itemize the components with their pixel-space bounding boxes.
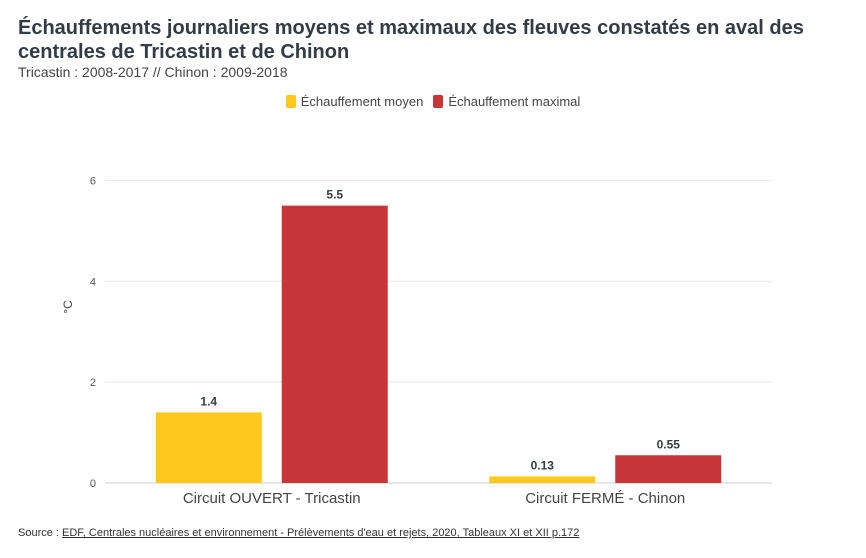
bar-max-0[interactable]	[281, 205, 388, 483]
source-link[interactable]: EDF, Centrales nucléaires et environneme…	[62, 527, 580, 539]
legend-label-mean: Échauffement moyen	[300, 94, 424, 109]
legend-item-mean[interactable]: Échauffement moyen	[285, 94, 424, 109]
data-label-mean-0: 1.4	[200, 394, 217, 408]
legend-swatch-max	[433, 95, 444, 108]
data-label-max-0: 5.5	[326, 188, 343, 202]
bar-chart: 0 2 4 6 1.4 5.5 0.13 0.55 Circuit OUVERT - Tri…	[61, 175, 772, 507]
data-label-mean-1: 0.13	[531, 458, 555, 472]
y-tick-label-0: 0	[90, 478, 96, 490]
bar-max-1[interactable]	[615, 455, 722, 483]
y-axis-label: °C	[61, 300, 75, 314]
y-tick-label-1: 2	[90, 377, 96, 389]
bars: 1.4 5.5 0.13 0.55	[155, 188, 722, 483]
bar-mean-0[interactable]	[155, 412, 262, 483]
x-tick-label-0: Circuit OUVERT - Tricastin	[183, 490, 361, 507]
bar-mean-1[interactable]	[489, 476, 596, 483]
y-axis: 0 2 4 6	[90, 175, 96, 490]
x-tick-label-1: Circuit FERMÉ - Chinon	[525, 490, 685, 507]
y-tick-label-2: 4	[90, 276, 96, 288]
source-prefix: Source :	[18, 527, 63, 539]
source-note: Source : EDF, Centrales nucléaires et en…	[18, 527, 579, 539]
legend-item-max[interactable]: Échauffement maximal	[433, 94, 580, 109]
x-axis: Circuit OUVERT - Tricastin Circuit FERMÉ …	[183, 490, 685, 507]
data-label-max-1: 0.55	[657, 437, 681, 451]
y-tick-label-3: 6	[90, 175, 96, 187]
legend: Échauffement moyen Échauffement maximal	[0, 94, 866, 109]
legend-label-max: Échauffement maximal	[448, 94, 581, 109]
chart-title: Échauffements journaliers moyens et maxi…	[18, 17, 804, 63]
chart-subtitle: Tricastin : 2008-2017 // Chinon : 2009-2…	[18, 64, 288, 80]
legend-swatch-mean	[285, 95, 296, 108]
